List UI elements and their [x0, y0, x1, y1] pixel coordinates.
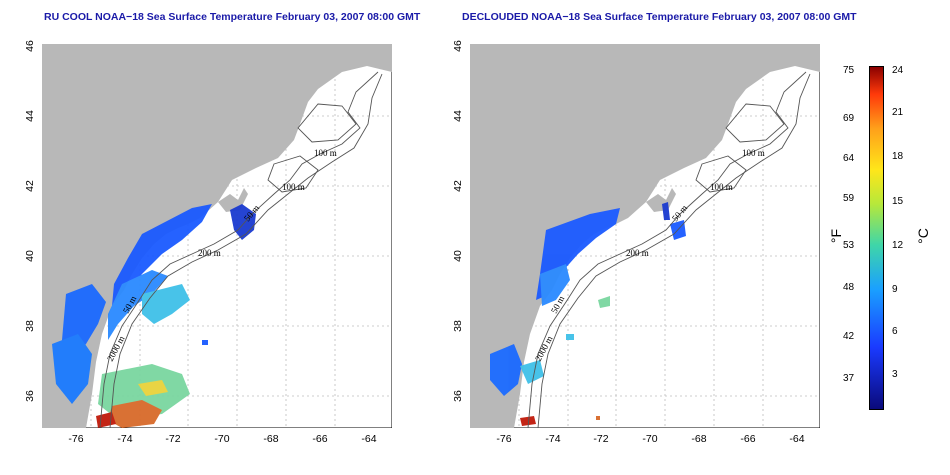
- x-tick-label: -66: [740, 433, 756, 445]
- contour-label: 100 m: [742, 148, 765, 158]
- x-tick-label: -76: [68, 433, 84, 445]
- x-tick-label: -76: [496, 433, 512, 445]
- sst-field-right: [490, 202, 686, 426]
- celsius-tick: 12: [892, 240, 904, 251]
- y-tick-label: 36: [452, 390, 464, 402]
- contour-label: 100 m: [710, 182, 733, 192]
- fahrenheit-unit-label: °F: [828, 228, 845, 244]
- right-sst-map: 100 m 100 m 50 m 200 m 50 m 2000 m: [470, 44, 820, 428]
- fahrenheit-tick: 37: [843, 373, 855, 384]
- fahrenheit-tick: 53: [843, 240, 855, 251]
- x-tick-label: -70: [642, 433, 658, 445]
- y-tick-label: 38: [452, 320, 464, 332]
- y-tick-label: 44: [24, 110, 36, 122]
- y-tick-label: 42: [452, 180, 464, 192]
- bathymetry-contours: [99, 71, 383, 428]
- x-tick-label: -64: [361, 433, 377, 445]
- celsius-tick: 9: [892, 284, 898, 295]
- x-tick-label: -68: [691, 433, 707, 445]
- y-tick-label: 36: [24, 390, 36, 402]
- y-tick-label: 46: [452, 40, 464, 52]
- celsius-tick: 3: [892, 369, 898, 380]
- fahrenheit-tick: 64: [843, 153, 855, 164]
- bathymetry-contours: [527, 71, 811, 428]
- right-map-title: DECLOUDED NOAA−18 Sea Surface Temperatur…: [462, 11, 857, 23]
- x-tick-label: -66: [312, 433, 328, 445]
- fahrenheit-tick: 48: [843, 282, 855, 293]
- y-tick-label: 40: [24, 250, 36, 262]
- cape-cod: [646, 188, 676, 212]
- x-tick-label: -74: [117, 433, 133, 445]
- y-tick-label: 46: [24, 40, 36, 52]
- fahrenheit-tick: 42: [843, 331, 855, 342]
- y-tick-label: 38: [24, 320, 36, 332]
- x-tick-label: -72: [165, 433, 181, 445]
- contour-label: 200 m: [198, 248, 221, 258]
- land-mass: [42, 44, 392, 428]
- temperature-colorbar: [869, 66, 884, 410]
- fahrenheit-tick: 69: [843, 113, 855, 124]
- celsius-tick: 18: [892, 151, 904, 162]
- y-tick-label: 40: [452, 250, 464, 262]
- land-mass: [470, 44, 820, 428]
- x-tick-label: -68: [263, 433, 279, 445]
- contour-label: 100 m: [314, 148, 337, 158]
- x-tick-label: -70: [214, 433, 230, 445]
- celsius-tick: 6: [892, 326, 898, 337]
- x-tick-label: -64: [789, 433, 805, 445]
- y-tick-label: 42: [24, 180, 36, 192]
- fahrenheit-tick: 59: [843, 193, 855, 204]
- celsius-unit-label: °C: [914, 228, 931, 244]
- contour-label: 100 m: [282, 182, 305, 192]
- celsius-tick: 21: [892, 107, 904, 118]
- celsius-tick: 24: [892, 65, 904, 76]
- celsius-tick: 15: [892, 196, 904, 207]
- contour-label: 200 m: [626, 248, 649, 258]
- y-tick-label: 44: [452, 110, 464, 122]
- left-sst-map: 100 m 100 m 50 m 200 m 50 m 2000 m: [42, 44, 392, 428]
- left-map-title: RU COOL NOAA−18 Sea Surface Temperature …: [44, 11, 421, 23]
- fahrenheit-tick: 75: [843, 65, 855, 76]
- x-tick-label: -72: [593, 433, 609, 445]
- x-tick-label: -74: [545, 433, 561, 445]
